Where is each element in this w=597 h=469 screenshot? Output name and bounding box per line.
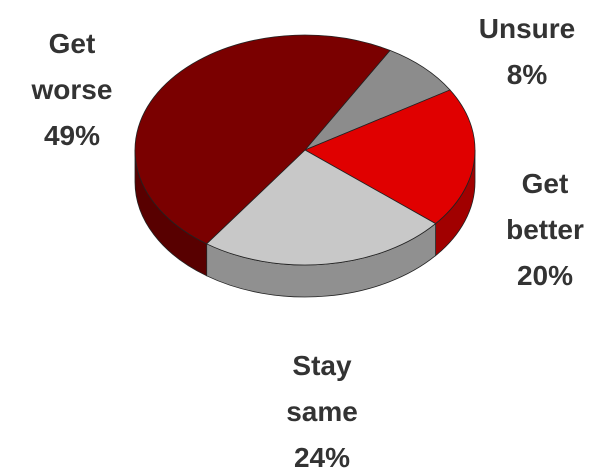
slice-percent-label: 8%: [507, 59, 548, 90]
pie-slice-1: [304, 89, 476, 225]
slice-name-label: Stay: [292, 350, 352, 381]
slice-label-0: Unsure 8%: [479, 13, 575, 90]
slice-name-label: Get: [49, 28, 96, 59]
pie-slice-3: [134, 34, 391, 245]
slice-label-1: Get better 20%: [506, 168, 584, 291]
slice-name-label: Get: [522, 168, 569, 199]
slice-name-label: Unsure: [479, 13, 575, 44]
slice-percent-label: 49%: [44, 120, 100, 151]
pie-slices: [134, 34, 476, 266]
slice-label-3: Get worse 49%: [31, 28, 113, 151]
slice-label-2: Stay same 24%: [286, 350, 358, 469]
slice-labels: Unsure 8% Get better 20% Stay same 24% Get worse 4…: [31, 13, 584, 469]
pie-slice-2: [205, 149, 437, 266]
slice-percent-label: 24%: [294, 442, 350, 469]
slice-name-label: worse: [31, 74, 113, 105]
slice-name-label: same: [286, 396, 358, 427]
slice-name-label: better: [506, 214, 584, 245]
slice-percent-label: 20%: [517, 260, 573, 291]
